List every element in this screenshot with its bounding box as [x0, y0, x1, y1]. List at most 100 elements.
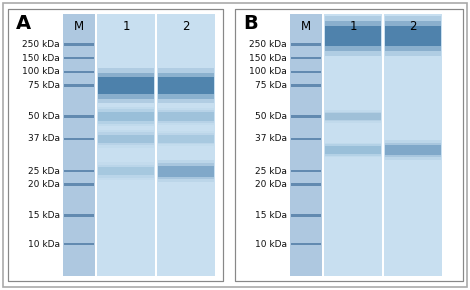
Bar: [385, 143, 441, 157]
Text: 1: 1: [349, 20, 357, 33]
Bar: [98, 77, 154, 94]
Bar: [98, 162, 154, 180]
Text: 37 kDa: 37 kDa: [28, 134, 60, 143]
Text: 100 kDa: 100 kDa: [22, 67, 60, 76]
Bar: [325, 144, 381, 155]
Bar: [98, 68, 154, 103]
Bar: [291, 43, 321, 46]
Text: 75 kDa: 75 kDa: [28, 81, 60, 90]
Bar: [291, 170, 321, 172]
Bar: [158, 160, 214, 182]
Bar: [325, 146, 381, 154]
Bar: [64, 57, 94, 59]
Text: 20 kDa: 20 kDa: [28, 180, 60, 189]
Bar: [63, 14, 95, 276]
Bar: [325, 110, 381, 123]
Bar: [8, 9, 223, 281]
Bar: [98, 167, 154, 175]
Bar: [8, 9, 223, 281]
Text: B: B: [243, 14, 258, 33]
Text: 50 kDa: 50 kDa: [28, 112, 60, 121]
Bar: [64, 215, 94, 217]
Bar: [158, 163, 214, 180]
Bar: [324, 14, 382, 276]
Bar: [291, 84, 321, 87]
Bar: [155, 14, 157, 276]
Bar: [325, 16, 381, 56]
Bar: [98, 112, 154, 122]
Bar: [384, 14, 442, 276]
Bar: [98, 164, 154, 177]
Bar: [158, 135, 214, 143]
Bar: [158, 72, 214, 99]
Bar: [64, 170, 94, 172]
Bar: [158, 112, 214, 121]
Text: 15 kDa: 15 kDa: [255, 211, 287, 220]
Bar: [325, 112, 381, 121]
Text: 10 kDa: 10 kDa: [255, 240, 287, 249]
Text: 15 kDa: 15 kDa: [28, 211, 60, 220]
Bar: [158, 110, 214, 123]
Bar: [385, 145, 441, 155]
Bar: [98, 72, 154, 99]
Bar: [325, 26, 381, 46]
Text: 1: 1: [122, 20, 130, 33]
Text: 2: 2: [182, 20, 190, 33]
Bar: [98, 107, 154, 126]
Bar: [64, 84, 94, 87]
Text: 150 kDa: 150 kDa: [22, 54, 60, 63]
Bar: [291, 137, 321, 140]
Text: 37 kDa: 37 kDa: [255, 134, 287, 143]
Bar: [235, 9, 463, 281]
Text: 250 kDa: 250 kDa: [250, 40, 287, 49]
Bar: [291, 184, 321, 186]
Bar: [385, 26, 441, 46]
Bar: [95, 14, 97, 276]
Bar: [325, 21, 381, 51]
Bar: [325, 113, 381, 119]
Text: 10 kDa: 10 kDa: [28, 240, 60, 249]
Bar: [385, 21, 441, 51]
Bar: [382, 14, 384, 276]
Bar: [64, 71, 94, 73]
Bar: [291, 71, 321, 73]
Bar: [64, 243, 94, 246]
Text: M: M: [74, 20, 84, 33]
Text: 75 kDa: 75 kDa: [255, 81, 287, 90]
Text: 25 kDa: 25 kDa: [255, 166, 287, 175]
Bar: [158, 68, 214, 103]
Text: A: A: [16, 14, 31, 33]
Bar: [157, 14, 215, 276]
Text: 20 kDa: 20 kDa: [255, 180, 287, 189]
Bar: [158, 166, 214, 177]
Bar: [158, 133, 214, 144]
Bar: [235, 9, 463, 281]
Text: 250 kDa: 250 kDa: [23, 40, 60, 49]
Bar: [291, 243, 321, 246]
Bar: [97, 14, 155, 276]
Bar: [322, 14, 324, 276]
Bar: [64, 184, 94, 186]
Bar: [98, 109, 154, 124]
Text: M: M: [301, 20, 311, 33]
Text: 25 kDa: 25 kDa: [28, 166, 60, 175]
Bar: [158, 77, 214, 94]
Bar: [64, 43, 94, 46]
Text: 50 kDa: 50 kDa: [255, 112, 287, 121]
Text: 150 kDa: 150 kDa: [249, 54, 287, 63]
Bar: [385, 140, 441, 160]
Bar: [385, 16, 441, 56]
Bar: [291, 115, 321, 118]
Bar: [64, 137, 94, 140]
Bar: [291, 215, 321, 217]
Bar: [158, 131, 214, 146]
Bar: [98, 130, 154, 148]
Text: 2: 2: [409, 20, 417, 33]
Bar: [291, 57, 321, 59]
Bar: [98, 135, 154, 143]
Bar: [158, 108, 214, 125]
Bar: [98, 132, 154, 145]
Bar: [64, 115, 94, 118]
Bar: [325, 143, 381, 157]
Text: 100 kDa: 100 kDa: [249, 67, 287, 76]
